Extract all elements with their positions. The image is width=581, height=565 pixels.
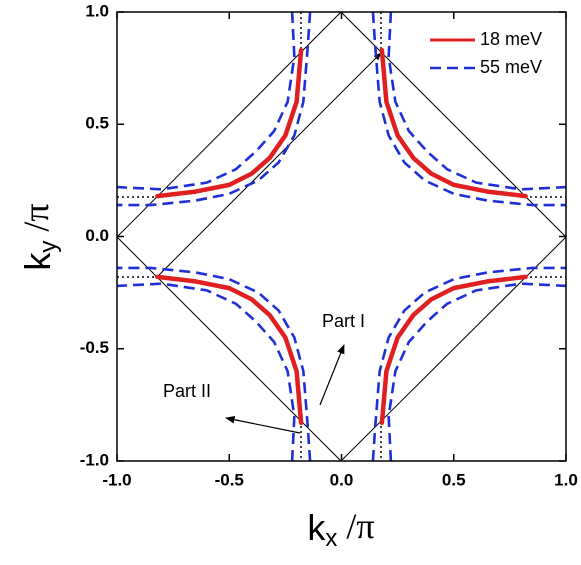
- y-tick-label: 0.0: [85, 226, 109, 245]
- y-tick-label: 1.0: [85, 1, 109, 20]
- plot-area: [117, 12, 566, 461]
- annotation: Part II: [163, 381, 211, 401]
- x-tick-label: -0.5: [215, 470, 244, 489]
- x-axis-label: kx /π: [307, 506, 374, 552]
- y-label-rest: /π: [16, 203, 56, 240]
- annotation-arrow: [225, 415, 301, 434]
- x-tick-label: -1.0: [102, 470, 131, 489]
- y-tick-label: 0.5: [85, 114, 109, 133]
- legend-label: 55 meV: [480, 57, 542, 77]
- series-line: [155, 47, 528, 426]
- x-tick-label: 0.0: [330, 470, 354, 489]
- nesting-arrow: [156, 52, 382, 278]
- x-tick-label: 1.0: [554, 470, 578, 489]
- annotation: Part I: [322, 311, 365, 331]
- y-label-base: k: [17, 252, 58, 271]
- y-label-sub: y: [35, 241, 62, 253]
- annotation-arrow: [319, 344, 345, 406]
- y-axis-label: ky /π: [16, 203, 62, 270]
- legend-label: 18 meV: [480, 29, 542, 49]
- x-label-sub: x: [325, 525, 337, 552]
- y-tick-label: -1.0: [80, 450, 109, 469]
- x-tick-label: 0.5: [442, 470, 466, 489]
- x-label-rest: /π: [337, 506, 374, 546]
- x-label-base: k: [307, 507, 326, 548]
- y-tick-label: -0.5: [80, 338, 109, 357]
